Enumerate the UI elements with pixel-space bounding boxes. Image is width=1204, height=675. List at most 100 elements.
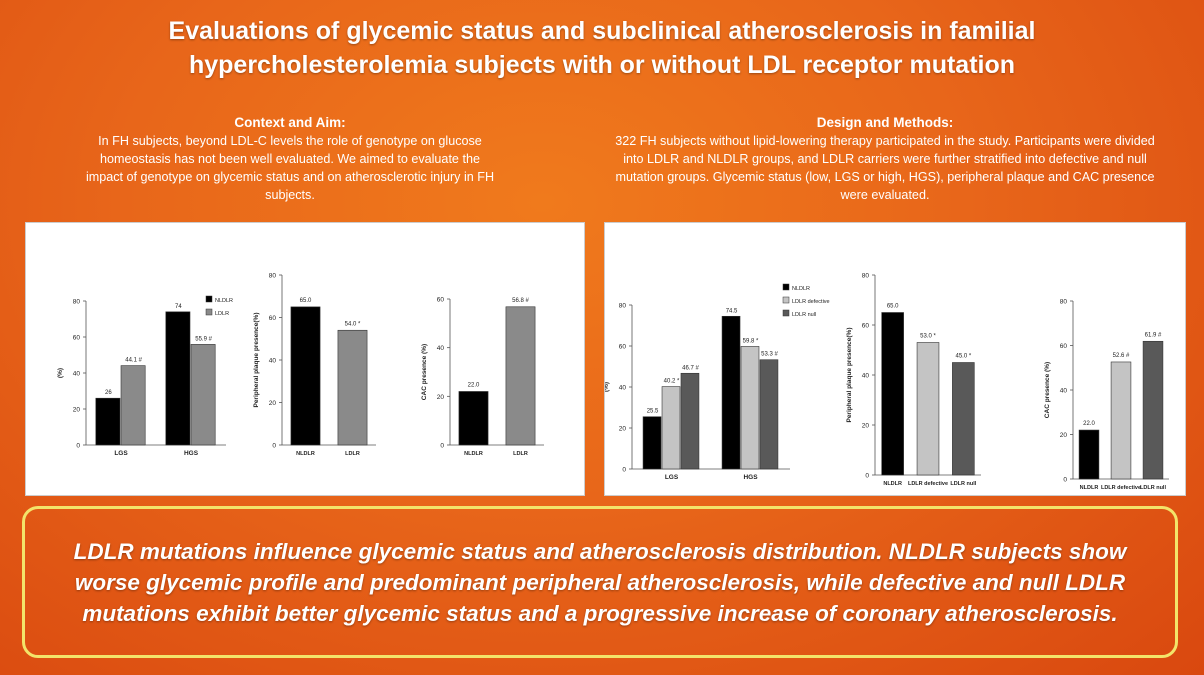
data-label: 53.0 * <box>920 334 936 340</box>
data-label: 74 <box>175 304 182 310</box>
y-tick-label: 60 <box>73 335 81 342</box>
data-label: 25.5 <box>647 409 659 415</box>
y-tick-label: 20 <box>619 426 627 433</box>
data-label: 22.0 <box>468 382 480 388</box>
bar <box>721 315 741 470</box>
page-title: Evaluations of glycemic status and subcl… <box>0 14 1204 82</box>
data-label: 26 <box>105 390 112 396</box>
x-tick-label: NLDLR <box>1080 485 1099 491</box>
methods-section: Design and Methods: 322 FH subjects with… <box>606 114 1164 204</box>
legend-label: NLDLR <box>792 286 810 292</box>
data-label: 45.0 * <box>955 354 971 360</box>
y-tick-label: 0 <box>272 443 276 450</box>
x-tick-label: LDLR <box>513 451 528 457</box>
y-tick-label: 40 <box>862 373 870 380</box>
bar <box>190 344 216 446</box>
legend-label: LDLR <box>215 311 229 317</box>
data-label: 46.7 # <box>682 365 699 371</box>
context-text: In FH subjects, beyond LDL-C levels the … <box>85 134 495 202</box>
bar <box>337 329 368 446</box>
legend-swatch <box>782 296 790 304</box>
y-tick-label: 40 <box>437 345 445 352</box>
bar <box>759 359 779 470</box>
bar <box>881 312 904 476</box>
x-tick-label: LGS <box>665 474 679 481</box>
y-tick-label: 20 <box>862 423 870 430</box>
charts-right-svg: 0 20 40 60 80 (%) 25.5 40.2 * 46.7 # LGS 74.5 59.8 … <box>605 273 1169 491</box>
x-tick-label: HGS <box>184 450 199 457</box>
data-label: 44.1 # <box>125 358 142 364</box>
data-label: 74.5 <box>726 308 738 314</box>
data-label: 40.2 * <box>664 379 680 385</box>
legend-swatch <box>782 309 790 317</box>
bar <box>120 365 146 446</box>
conclusion-box: LDLR mutations influence glycemic status… <box>22 506 1178 658</box>
legend-label: LDLR null <box>792 312 816 318</box>
x-tick-label: NLDLR <box>296 451 315 457</box>
methods-heading: Design and Methods: <box>816 115 954 130</box>
x-tick-label: LGS <box>114 450 128 457</box>
methods-text: 322 FH subjects without lipid-lowering t… <box>615 134 1155 202</box>
y-axis-label: CAC presence (%) <box>1044 362 1051 418</box>
y-tick-label: 20 <box>269 400 277 407</box>
y-tick-label: 40 <box>1060 388 1068 395</box>
chart-panel-right: 0 20 40 60 80 (%) 25.5 40.2 * 46.7 # LGS 74.5 59.8 … <box>604 222 1186 496</box>
y-axis-label: CAC presence (%) <box>421 344 428 400</box>
y-tick-label: 0 <box>440 443 444 450</box>
y-tick-label: 80 <box>269 273 277 280</box>
data-label: 55.9 # <box>195 336 212 342</box>
title-line-2: hypercholesterolemia subjects with or wi… <box>188 51 1016 79</box>
bar <box>1078 429 1100 480</box>
data-label: 61.9 # <box>1145 332 1162 338</box>
y-axis-label: (%) <box>57 368 64 378</box>
y-tick-label: 0 <box>1063 477 1067 484</box>
bar <box>740 346 760 470</box>
data-label: 65.0 <box>300 298 312 304</box>
bar <box>680 372 700 470</box>
legend-label: NLDLR <box>215 298 233 304</box>
x-tick-label: LDLR defective <box>1101 485 1141 491</box>
bar <box>1110 361 1132 480</box>
title-line-1: Evaluations of glycemic status and subcl… <box>168 17 1036 45</box>
bar <box>661 386 681 470</box>
y-axis-label: (%) <box>605 382 610 392</box>
bar <box>642 416 662 470</box>
y-tick-label: 60 <box>862 323 870 330</box>
bar <box>165 311 191 446</box>
legend-swatch <box>205 308 213 316</box>
x-tick-label: LDLR <box>345 451 360 457</box>
data-label: 65.0 <box>887 304 899 310</box>
y-tick-label: 20 <box>1060 432 1068 439</box>
context-section: Context and Aim: In FH subjects, beyond … <box>80 114 500 204</box>
bar <box>505 306 536 446</box>
data-label: 56.8 # <box>512 298 529 304</box>
data-label: 59.8 * <box>743 338 759 344</box>
y-tick-label: 40 <box>269 358 277 365</box>
bar <box>952 362 975 476</box>
charts-left-svg: 0 20 40 60 80 (%) 26 44.1 # LGS 74 55.9 # HGS NLDLR L… <box>57 273 544 457</box>
legend-swatch <box>205 295 213 303</box>
y-axis-label: Peripheral plaque presence(%) <box>846 327 853 422</box>
y-tick-label: 60 <box>437 297 445 304</box>
bar <box>95 397 121 446</box>
bar <box>458 391 489 446</box>
y-tick-label: 0 <box>865 473 869 480</box>
bar <box>916 342 940 476</box>
y-tick-label: 40 <box>619 385 627 392</box>
x-tick-label: LDLR null <box>1140 485 1166 491</box>
y-tick-label: 60 <box>1060 343 1068 350</box>
x-tick-label: LDLR defective <box>908 481 948 487</box>
x-tick-label: HGS <box>743 474 758 481</box>
x-tick-label: NLDLR <box>464 451 483 457</box>
bar <box>1142 340 1164 480</box>
y-tick-label: 80 <box>73 299 81 306</box>
y-tick-label: 20 <box>437 394 445 401</box>
data-label: 54.0 * <box>345 321 361 327</box>
x-tick-label: LDLR null <box>950 481 976 487</box>
legend-swatch <box>782 283 790 291</box>
y-tick-label: 60 <box>619 344 627 351</box>
y-tick-label: 80 <box>1060 299 1068 306</box>
y-tick-label: 0 <box>622 467 626 474</box>
y-tick-label: 0 <box>76 443 80 450</box>
chart-panel-left: 0 20 40 60 80 (%) 26 44.1 # LGS 74 55.9 # HGS NLDLR L… <box>25 222 585 496</box>
